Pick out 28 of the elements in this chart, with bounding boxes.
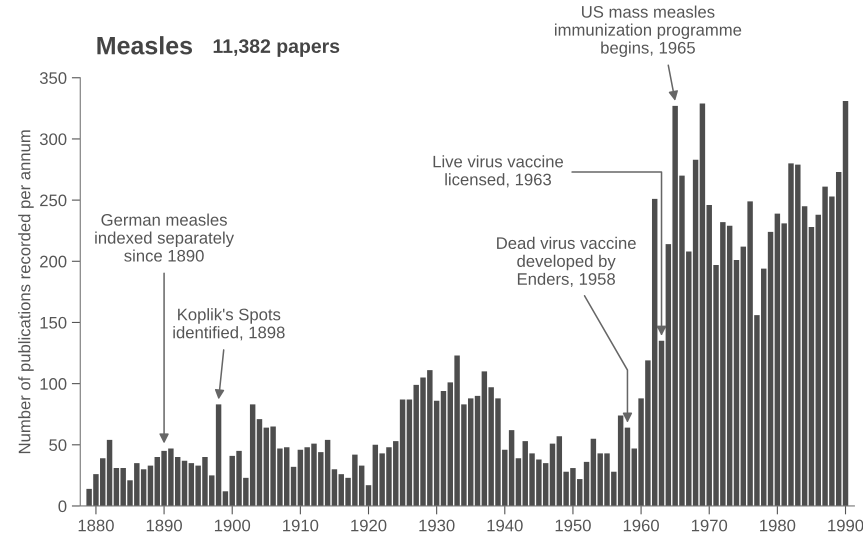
x-tick-label: 1900 bbox=[214, 520, 250, 532]
annotation: Live virus vaccine licensed, 1963 bbox=[434, 155, 564, 188]
y-tick-label: 350 bbox=[40, 72, 66, 84]
y-tick-label: 0 bbox=[58, 500, 66, 512]
annotation: US mass measles immunization programme begins, 1965 bbox=[555, 6, 742, 57]
x-tick-label: 1980 bbox=[760, 520, 796, 532]
x-tick-label: 1910 bbox=[283, 520, 318, 532]
x-tick-label: 1880 bbox=[78, 520, 114, 532]
x-tick-label: 1970 bbox=[692, 520, 728, 532]
x-tick-label: 1990 bbox=[828, 520, 863, 532]
y-tick-label: 150 bbox=[40, 316, 66, 329]
y-axis-title: Number of publications recorded per annum bbox=[18, 130, 34, 454]
y-tick-label: 50 bbox=[49, 439, 66, 452]
chart-title: Measles bbox=[97, 36, 192, 54]
y-tick-label: 100 bbox=[40, 378, 66, 390]
x-tick-label: 1950 bbox=[556, 520, 591, 532]
y-tick-label: 200 bbox=[40, 256, 66, 268]
annotation: Dead virus vaccine developed by Enders, 1958 bbox=[497, 236, 636, 287]
x-tick-label: 1940 bbox=[488, 520, 523, 532]
x-tick-label: 1930 bbox=[419, 520, 455, 532]
x-tick-label: 1920 bbox=[351, 520, 386, 532]
x-tick-label: 1960 bbox=[624, 520, 659, 532]
y-tick-label: 250 bbox=[40, 194, 66, 206]
annotation: Koplik's Spots identified, 1898 bbox=[173, 308, 285, 340]
annotation: German measles indexed separately since 1890 bbox=[95, 214, 234, 262]
chart-subtitle: 11,382 papers bbox=[214, 39, 340, 57]
x-tick-label: 1890 bbox=[146, 520, 182, 532]
y-tick-label: 300 bbox=[40, 133, 66, 146]
